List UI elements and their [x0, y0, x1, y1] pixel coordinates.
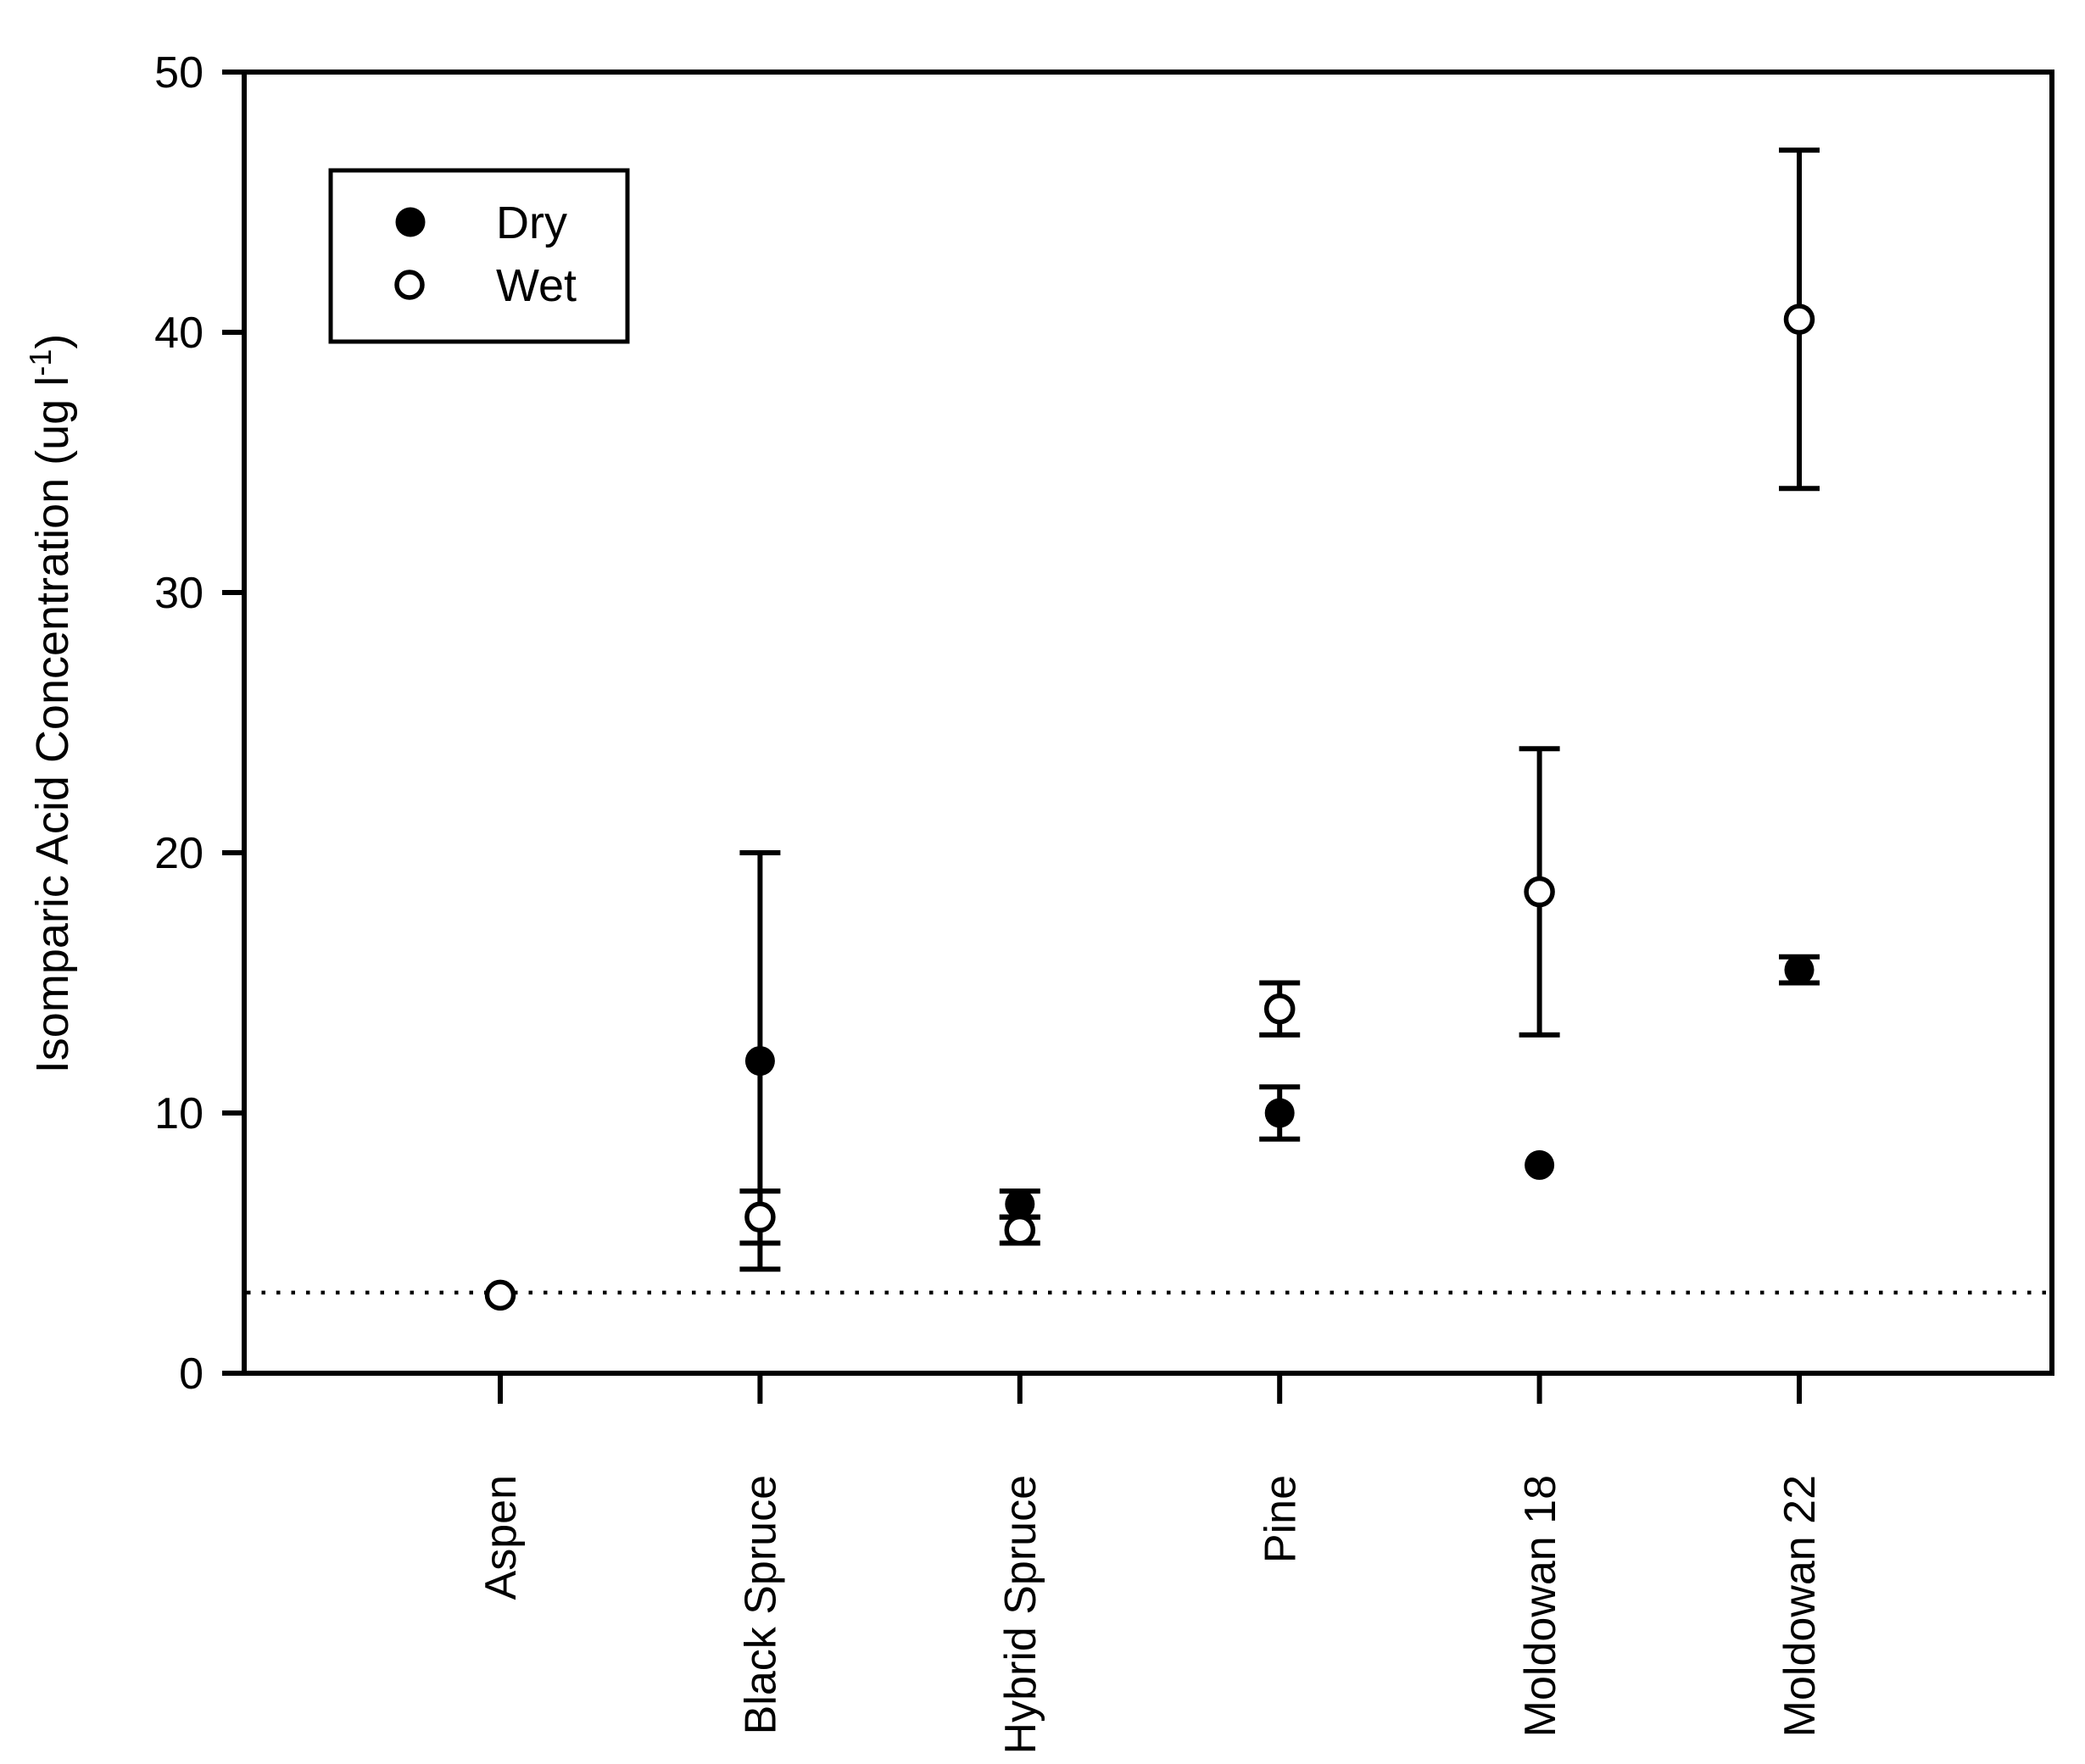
y-tick-label: 40 — [154, 309, 203, 358]
x-tick-label: Moldowan 22 — [1776, 1475, 1825, 1737]
data-point-dry — [1784, 954, 1815, 985]
x-tick-label: Aspen — [477, 1475, 526, 1600]
x-tick-label: Pine — [1256, 1475, 1305, 1563]
data-point-wet — [1004, 1214, 1036, 1246]
data-point-dry — [1005, 1188, 1035, 1219]
y-tick-label: 10 — [154, 1089, 203, 1138]
legend-open-circle-icon — [394, 270, 425, 300]
data-point-wet — [484, 1279, 516, 1311]
y-tick-label: 0 — [179, 1349, 203, 1399]
legend: Dry Wet — [328, 168, 630, 344]
legend-label-wet: Wet — [496, 260, 577, 311]
y-tick-label: 20 — [154, 829, 203, 878]
data-point-dry — [744, 1046, 775, 1077]
legend-label-dry: Dry — [496, 198, 567, 248]
y-tick-label: 50 — [154, 48, 203, 97]
y-axis-label: Isomparic Acid Concentration (ug l-1) — [23, 334, 78, 1073]
x-tick-label: Moldowan 18 — [1516, 1475, 1565, 1737]
data-points — [484, 147, 1820, 1311]
plot-frame — [242, 70, 2054, 1376]
x-axis: Aspen Black Spruce Hybrid Spruce Pine Moldow… — [477, 1373, 1825, 1754]
data-point-dry — [1264, 1098, 1295, 1128]
data-point-dry — [1525, 1149, 1555, 1180]
data-point-wet — [1524, 876, 1555, 908]
y-axis: 0 10 20 30 40 50 — [154, 48, 244, 1399]
data-point-wet — [744, 1201, 776, 1233]
legend-box — [328, 168, 630, 344]
data-point-wet — [1783, 303, 1815, 335]
legend-filled-circle-icon — [395, 207, 426, 237]
y-tick-label: 30 — [154, 569, 203, 618]
x-tick-label: Black Spruce — [737, 1475, 786, 1734]
x-tick-label: Hybrid Spruce — [996, 1475, 1045, 1754]
data-point-wet — [1263, 993, 1296, 1025]
